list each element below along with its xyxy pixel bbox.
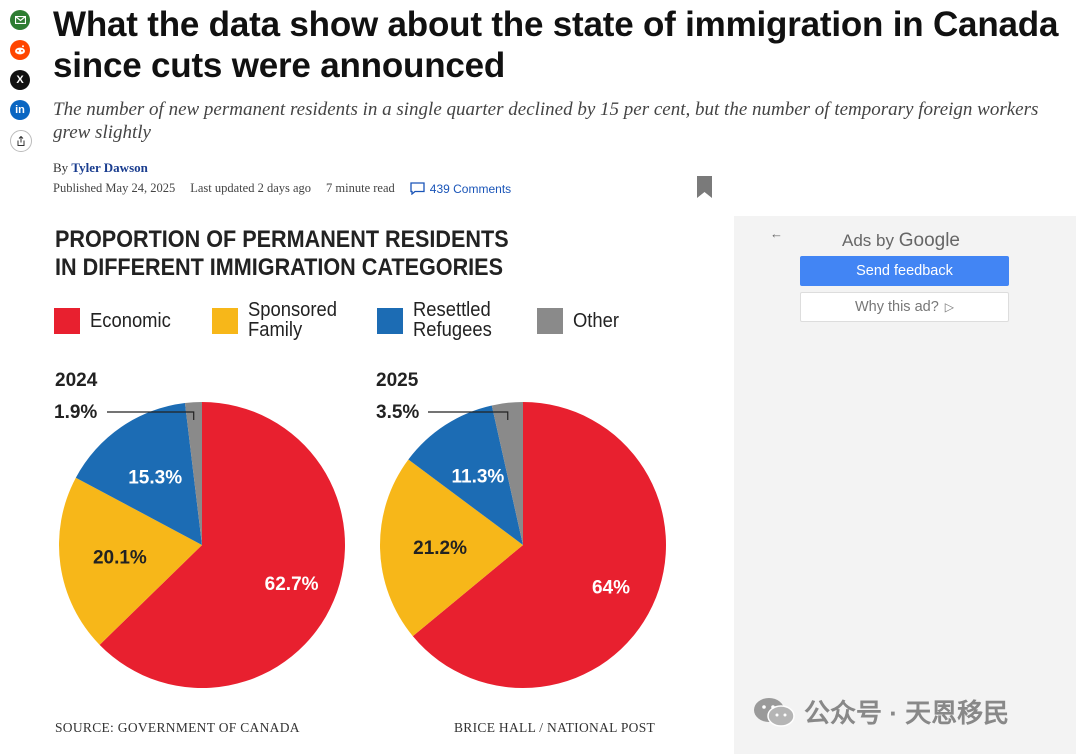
share-icon[interactable]: [10, 130, 32, 152]
pie-value-label-sponsored-family-2025: 21.2%: [413, 538, 467, 559]
comment-icon: [410, 182, 425, 195]
pie-charts: 62.7% 20.1% 15.3% 64% 21.2% 11.3%: [59, 402, 667, 689]
legend-label: Resettled Refugees: [413, 299, 492, 341]
pie-leader-line-2025: [428, 411, 509, 420]
byline: By Tyler Dawson: [53, 160, 148, 176]
why-this-ad-label: Why this ad?: [854, 299, 939, 315]
comments-count: 439 Comments: [429, 181, 512, 196]
pie-value-label-resettled-refugees-2025: 11.3%: [451, 466, 504, 487]
article-dek: The number of new permanent residents in…: [53, 99, 1039, 143]
linkedin-icon[interactable]: in: [10, 100, 30, 120]
google-logo: Google: [898, 230, 960, 251]
ads-by-google: Ads by Google: [842, 230, 960, 252]
pie-year-2024: 2024: [55, 370, 98, 391]
mail-icon[interactable]: [10, 10, 30, 30]
byline-prefix: By: [53, 160, 69, 175]
pie-other-label-2025: 3.5%: [376, 402, 420, 423]
share-rail: X in: [10, 10, 32, 162]
comments-link[interactable]: 439 Comments: [410, 182, 526, 196]
send-feedback-button[interactable]: Send feedback: [800, 256, 1009, 286]
x-icon[interactable]: X: [10, 70, 30, 90]
legend-label: Other: [573, 310, 620, 332]
legend-swatch: [377, 308, 403, 334]
legend-item-other: Other: [537, 300, 623, 334]
why-this-ad-button[interactable]: Why this ad? ▷: [800, 292, 1009, 322]
source-note: SOURCE: GOVERNMENT OF CANADA: [55, 720, 300, 735]
credit-note: BRICE HALL / NATIONAL POST: [454, 720, 656, 735]
legend-swatch: [212, 308, 238, 334]
published-date: Published May 24, 2025: [53, 181, 176, 195]
pie-other-label-2024: 1.9%: [54, 402, 98, 423]
watermark: 公众号 · 天恩移民: [752, 693, 1009, 730]
back-arrow-icon[interactable]: ←: [770, 226, 783, 241]
reddit-icon[interactable]: [10, 40, 30, 60]
legend-swatch: [537, 308, 563, 334]
pie-value-label-resettled-refugees-2024: 15.3%: [128, 468, 182, 489]
pie-slice-economic-2024: [99, 402, 345, 689]
legend-swatch: [54, 308, 80, 334]
pie-slice-sponsored-family-2025: [380, 459, 523, 637]
pie-slice-economic-2025: [412, 402, 667, 689]
ads-by-label: Ads by: [842, 231, 894, 250]
pie-slice-sponsored-family-2024: [59, 477, 203, 645]
infographic-title-line1: PROPORTION OF PERMANENT RESIDENTS: [55, 226, 509, 253]
legend-item-economic: Economic: [54, 300, 178, 334]
legend-label: Economic: [90, 310, 171, 332]
chart-legend: Economic Sponsored Family Resettled Refu…: [54, 300, 694, 346]
pie-value-label-economic-2025: 64%: [592, 577, 630, 598]
article-meta: Published May 24, 2025 Last updated 2 da…: [53, 181, 541, 196]
adchoices-icon: ▷: [944, 300, 955, 314]
pie-slice-resettled-refugees-2024: [75, 403, 202, 545]
author-link[interactable]: Tyler Dawson: [71, 160, 148, 175]
wechat-icon: [754, 697, 795, 727]
pie-slice-other-2025: [491, 402, 523, 545]
legend-item-sponsored-family: Sponsored Family: [212, 300, 345, 340]
bookmark-icon[interactable]: [697, 176, 712, 198]
pie-slice-resettled-refugees-2025: [408, 405, 523, 545]
updated-date: Last updated 2 days ago: [190, 181, 312, 195]
pie-year-2025: 2025: [376, 370, 419, 391]
ad-panel: ← Ads by Google Send feedback Why this a…: [734, 216, 1076, 754]
article-headline: What the data show about the state of im…: [53, 5, 1059, 85]
legend-item-resettled-refugees: Resettled Refugees: [377, 300, 499, 340]
read-time: 7 minute read: [326, 181, 395, 195]
pie-value-label-economic-2024: 62.7%: [265, 574, 319, 595]
pie-slice-other-2024: [184, 402, 202, 545]
legend-label: Sponsored Family: [248, 299, 338, 341]
infographic-title-line2: IN DIFFERENT IMMIGRATION CATEGORIES: [55, 254, 503, 281]
watermark-text: 公众号 · 天恩移民: [804, 698, 1010, 728]
pie-value-label-sponsored-family-2024: 20.1%: [93, 548, 147, 569]
pie-leader-line-2024: [107, 411, 195, 420]
infographic-title: PROPORTION OF PERMANENT RESIDENTS IN DIF…: [55, 226, 509, 282]
